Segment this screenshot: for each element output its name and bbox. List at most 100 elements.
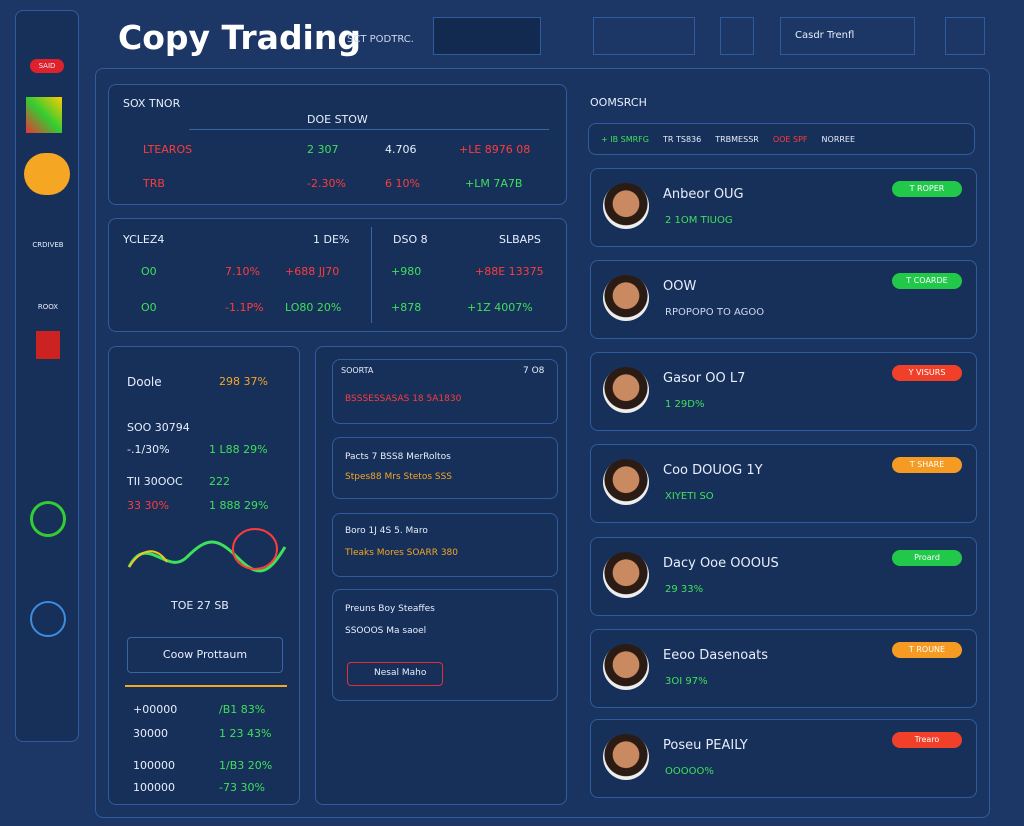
cell: -2.30% [307, 177, 346, 190]
pair-table: YCLEZ4 1 DE% O0 7.10% +688 JJ70 O0 -1.1P… [108, 218, 567, 332]
sidebar-item[interactable]: SAID [30, 59, 64, 73]
cell: -73 30% [219, 781, 265, 794]
button[interactable] [433, 17, 541, 55]
cell: 1 23 43% [219, 727, 272, 740]
cell: +88E 13375 [475, 265, 544, 278]
cell: 100000 [133, 759, 175, 772]
trader-card[interactable]: OOW RPOPOPO TO AGOO T COARDE [590, 260, 977, 339]
candlestick-chart [127, 528, 287, 573]
button[interactable] [720, 17, 754, 55]
sidebar-item[interactable]: CRDIVEB [32, 241, 64, 249]
feed-card[interactable]: Boro 1J 4S 5. Maro Tleaks Mores SOARR 38… [332, 513, 558, 577]
icon[interactable] [30, 501, 66, 537]
cell: +1Z 4007% [467, 301, 533, 314]
cell: LO80 20% [285, 301, 342, 314]
feed-card[interactable]: Preuns Boy Steaffes SSOOOS Ma saoel Nesa… [332, 589, 558, 701]
card-text: SSOOOS Ma saoel [345, 626, 427, 636]
filter[interactable]: + IB SMRFG [601, 134, 649, 144]
panel-title: OOMSRCH [590, 96, 647, 109]
trader-card[interactable]: Anbeor OUG 2 1OM TIUOG T ROPER [590, 168, 977, 247]
table-title: SOX TNOR [123, 97, 181, 110]
trader-stat: 29 33% [665, 584, 704, 595]
icon[interactable] [30, 601, 66, 637]
trader-card[interactable]: Coo DOUOG 1Y XIYETI SO T SHARE [590, 444, 977, 523]
badge[interactable]: T ROPER [892, 181, 962, 197]
badge[interactable]: T ROUNE [892, 642, 962, 658]
cell: LTEAROS [143, 143, 193, 156]
cell: 33 30% [127, 499, 169, 512]
cell: 1 L88 29% [209, 443, 268, 456]
total: 298 37% [219, 375, 268, 388]
trader-stat: OOOOO% [665, 766, 714, 777]
trader-card[interactable]: Poseu PEAILY OOOOO% Trearo [590, 719, 977, 798]
page-title: Copy Trading [118, 18, 361, 57]
filter[interactable]: TR TS836 [662, 134, 702, 144]
chart-legend: TOE 27 SB [171, 599, 229, 612]
cell: /B1 83% [219, 703, 266, 716]
cell: 4.706 [385, 143, 417, 156]
badge[interactable]: Trearo [892, 732, 962, 748]
divider [125, 685, 287, 687]
trader-card[interactable]: Dacy Ooe OOOUS 29 33% Proard [590, 537, 977, 616]
table-title: YCLEZ4 [123, 233, 165, 246]
trader-name: Coo DOUOG 1Y [663, 463, 763, 478]
trader-card[interactable]: Eeoo Dasenoats 3OI 97% T ROUNE [590, 629, 977, 708]
trader-stat: 3OI 97% [665, 676, 708, 687]
sidebar: SAID CRDIVEB ROOX [15, 10, 79, 742]
cell: 2 307 [307, 143, 339, 156]
cell: 7.10% [225, 265, 260, 278]
filter[interactable]: NORREE [821, 134, 856, 144]
divider [189, 129, 549, 130]
badge[interactable]: Proard [892, 550, 962, 566]
column-header: 1 DE% [313, 233, 350, 246]
avatar [603, 183, 649, 229]
filter[interactable]: TRBMESSR [715, 134, 759, 144]
feed-card[interactable]: Pacts 7 BSS8 MerRoltos Stpes88 Mrs Steto… [332, 437, 558, 499]
search-box[interactable]: Casdr Trenfl [780, 17, 915, 55]
trader-name: Poseu PEAILY [663, 738, 748, 753]
trader-card[interactable]: Gasor OO L7 1 29D% Y VISURS [590, 352, 977, 431]
avatar [603, 459, 649, 505]
subtitle: SCT PODTRC. [347, 34, 414, 45]
portfolio-panel: Doole 298 37% SOO 30794 -.1/30% 1 L88 29… [108, 346, 300, 805]
cell: 100000 [133, 781, 175, 794]
cell: +980 [391, 265, 422, 278]
button[interactable] [593, 17, 695, 55]
cell: 222 [209, 475, 230, 488]
feed-card[interactable]: SOORTA 7 O8 BSSSESSASAS 18 5A1830 [332, 359, 558, 424]
card-title: Pacts 7 BSS8 MerRoltos [345, 452, 451, 462]
panel-title: Doole [127, 375, 162, 389]
badge[interactable]: Y VISURS [892, 365, 962, 381]
avatar [603, 275, 649, 321]
cell: 1 888 29% [209, 499, 269, 512]
trader-name: Eeoo Dasenoats [663, 648, 769, 663]
cell: 1/B3 20% [219, 759, 273, 772]
icon[interactable] [24, 153, 70, 195]
table-title: DSO 8 [393, 233, 428, 246]
badge[interactable]: T COARDE [892, 273, 962, 289]
cell: O0 [141, 301, 157, 314]
cell: +LM 7A7B [465, 177, 523, 190]
filter-bar: + IB SMRFG TR TS836 TRBMESSR OOE SPF NOR… [588, 123, 975, 155]
button[interactable]: Nesal Maho [347, 662, 443, 686]
cell: +00000 [133, 703, 178, 716]
sidebar-item[interactable]: ROOX [37, 303, 59, 311]
cell: +878 [391, 301, 422, 314]
avatar [603, 734, 649, 780]
card-title: SOORTA [341, 366, 374, 375]
market-table: SOX TNOR DOE STOW LTEAROS 2 307 4.706 +L… [108, 84, 567, 205]
divider [371, 227, 372, 323]
button[interactable]: Coow Prottaum [127, 637, 283, 673]
icon[interactable] [26, 97, 62, 133]
cell: 6 10% [385, 177, 420, 190]
filter[interactable]: OOE SPF [772, 134, 808, 144]
feed-panel: SOORTA 7 O8 BSSSESSASAS 18 5A1830 Pacts … [315, 346, 567, 805]
badge[interactable]: T SHARE [892, 457, 962, 473]
card-title: Preuns Boy Steaffes [345, 604, 435, 614]
cell: 30000 [133, 727, 168, 740]
avatar [603, 367, 649, 413]
button[interactable] [945, 17, 985, 55]
icon[interactable] [36, 331, 60, 359]
